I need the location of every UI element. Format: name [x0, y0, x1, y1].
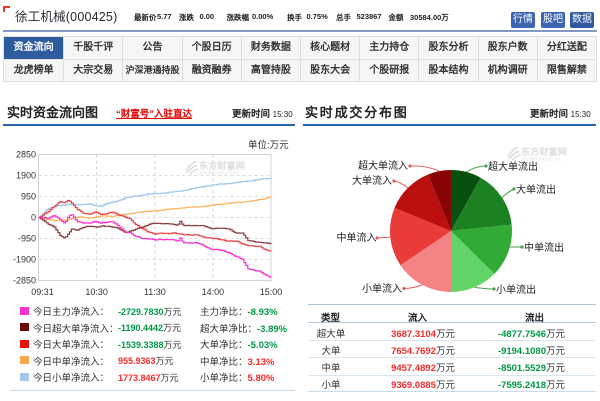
svg-text:超大单流出: 超大单流出 [488, 160, 538, 173]
svg-text:小单流出: 小单流出 [496, 283, 536, 296]
svg-text:10:30: 10:30 [85, 287, 108, 297]
svg-text:11:30: 11:30 [144, 287, 166, 297]
svg-text:中单流出: 中单流出 [524, 241, 564, 254]
svg-text:2850: 2850 [16, 150, 36, 160]
svg-text:大单流入: 大单流入 [352, 174, 392, 187]
svg-text:小单流入: 小单流入 [362, 282, 402, 295]
svg-text:15:00: 15:00 [260, 287, 283, 297]
svg-text:950: 950 [21, 192, 36, 202]
svg-text:09:31: 09:31 [31, 287, 54, 297]
svg-text:14:00: 14:00 [202, 287, 225, 297]
svg-text:-1900: -1900 [13, 255, 36, 265]
svg-text:超大单流入: 超大单流入 [358, 159, 408, 172]
svg-text:-2850: -2850 [13, 276, 36, 286]
svg-text:eastmoney.com: eastmoney.com [200, 171, 239, 177]
svg-text:东方财富网: 东方财富网 [199, 160, 245, 171]
svg-text:1900: 1900 [16, 171, 36, 181]
svg-text:东方财富网: 东方财富网 [521, 146, 567, 157]
svg-text:大单流出: 大单流出 [516, 183, 556, 196]
svg-text:0: 0 [31, 213, 36, 223]
svg-text:-950: -950 [18, 234, 36, 244]
svg-text:eastmoney.com: eastmoney.com [522, 157, 561, 163]
svg-text:中单流入: 中单流入 [337, 231, 377, 244]
